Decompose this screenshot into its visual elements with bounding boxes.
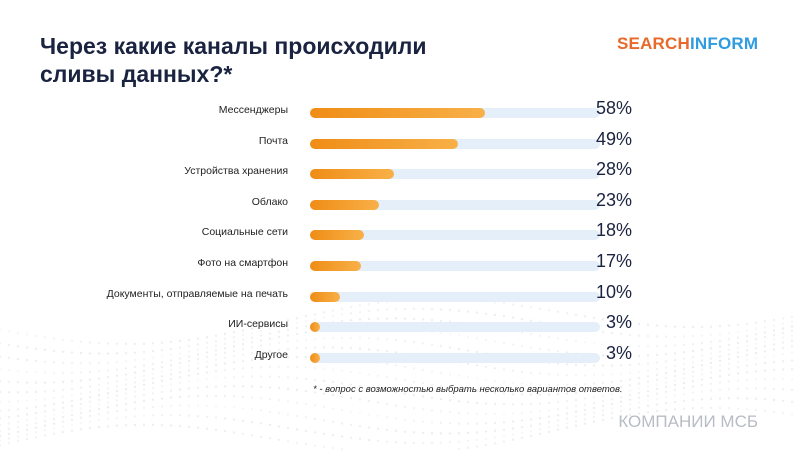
value-label: 10%: [595, 281, 632, 302]
value-label: 23%: [595, 189, 632, 210]
chart-title: Через какие каналы происходили сливы дан…: [40, 33, 427, 87]
footer-label: КОМПАНИИ МСБ: [618, 412, 758, 431]
bar-track: [310, 322, 600, 333]
value-label: 17%: [595, 251, 632, 271]
category-label: Другое: [254, 348, 288, 361]
bar-row: Социальные сети 18%: [0, 219, 800, 249]
category-label: Социальные сети: [201, 226, 288, 239]
bar-row: ИИ-сервисы 3%: [0, 311, 800, 341]
category-label: Документы, отправляемые на печать: [106, 287, 288, 300]
bar-row: Облако 23%: [0, 189, 800, 219]
value-label: 3%: [605, 342, 632, 363]
bar: [310, 199, 380, 210]
category-label: Мессенджеры: [218, 104, 288, 116]
category-label: Устройства хранения: [184, 165, 288, 178]
category-label: Почта: [258, 134, 288, 147]
value-label: 28%: [595, 159, 632, 180]
bar-track: [310, 199, 600, 210]
value-label: 49%: [595, 128, 632, 149]
bar-row: Документы, отправляемые на печать 10%: [0, 281, 800, 311]
value-label: 3%: [605, 312, 632, 333]
bar-row: Мессенджеры 58%: [0, 97, 800, 127]
bar: [310, 291, 341, 302]
category-label: Облако: [251, 195, 288, 208]
bar-track: [310, 352, 600, 363]
category-label: ИИ-сервисы: [228, 318, 288, 331]
category-label: Фото на смартфон: [197, 257, 288, 269]
bar-row: Фото на смартфон 17%: [0, 250, 800, 280]
footnote: * - вопрос с возможностью выбрать нескол…: [313, 384, 623, 395]
bar-track: [310, 138, 600, 149]
searchinform-logo: SEARCHINFORM: [617, 34, 759, 53]
bar-row: Устройства хранения 28%: [0, 158, 800, 188]
bar-track: [310, 108, 600, 118]
bar: [310, 352, 320, 363]
bar: [310, 230, 365, 241]
bar-row: Другое 3%: [0, 342, 800, 372]
bar: [310, 322, 320, 333]
bar-track: [310, 261, 600, 271]
value-label: 58%: [595, 98, 632, 118]
bar: [310, 261, 362, 271]
bar-track: [310, 291, 600, 302]
bar: [310, 138, 458, 149]
bar-track: [310, 230, 600, 241]
value-label: 18%: [595, 220, 632, 241]
bar: [310, 108, 485, 118]
bar-track: [310, 169, 600, 180]
bar-row: Почта 49%: [0, 128, 800, 158]
bar: [310, 169, 395, 180]
